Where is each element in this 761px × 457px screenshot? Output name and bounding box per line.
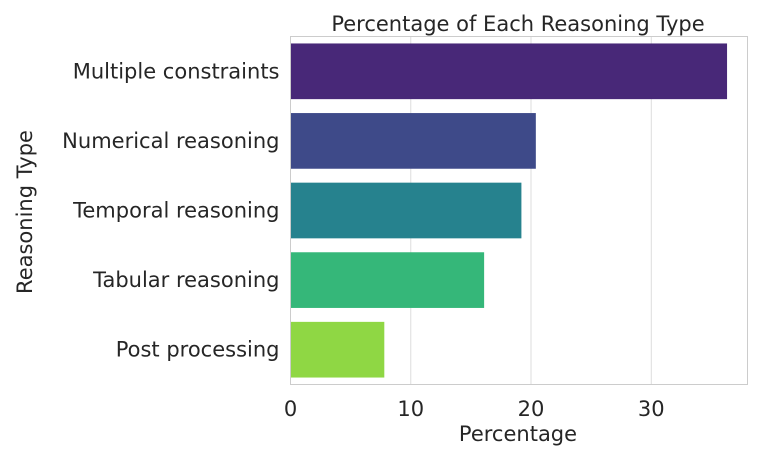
y-category-label: Numerical reasoning: [62, 129, 279, 153]
axes: [290, 36, 748, 385]
bar-tabular-reasoning: [290, 252, 485, 308]
x-tick-label: 0: [284, 397, 297, 421]
bar-post-processing: [290, 321, 385, 378]
x-axis-label: Percentage: [459, 422, 577, 446]
bar-temporal-reasoning: [290, 182, 522, 239]
y-category-label: Temporal reasoning: [72, 199, 279, 223]
x-tick-labels: 0 10 20 30: [284, 397, 665, 421]
y-category-label: Tabular reasoning: [92, 268, 279, 292]
bars: [290, 43, 728, 378]
y-category-label: Post processing: [116, 338, 280, 362]
y-axis-label: Reasoning Type: [13, 130, 37, 294]
chart-title: Percentage of Each Reasoning Type: [331, 12, 704, 36]
x-tick-label: 10: [397, 397, 424, 421]
bar-multiple-constraints: [290, 43, 728, 100]
plot-frame: [290, 36, 748, 385]
x-tick-label: 20: [518, 397, 545, 421]
y-category-label: Multiple constraints: [73, 59, 280, 83]
y-category-labels: Multiple constraints Numerical reasoning T…: [62, 59, 279, 361]
bar-numerical-reasoning: [290, 113, 536, 169]
x-tick-label: 30: [638, 397, 665, 421]
